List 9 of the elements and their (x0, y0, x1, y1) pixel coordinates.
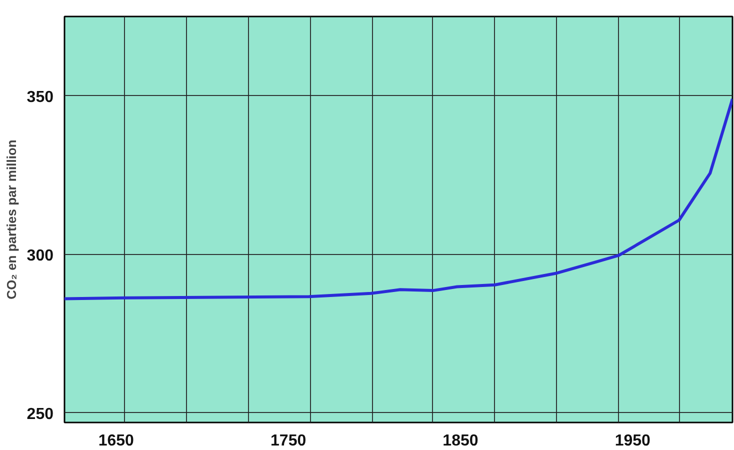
x-tick-label: 1750 (270, 432, 306, 450)
y-tick-label: 350 (26, 88, 54, 106)
x-tick-label: 1950 (614, 432, 651, 450)
x-tick-label: 1650 (98, 432, 134, 450)
line-series (64, 97, 732, 300)
y-tick-label: 300 (26, 247, 54, 264)
x-tick-label: 1850 (442, 432, 478, 450)
y-tick-label: 250 (26, 406, 54, 423)
y-axis-title: CO₂ en parties par million (4, 140, 19, 300)
